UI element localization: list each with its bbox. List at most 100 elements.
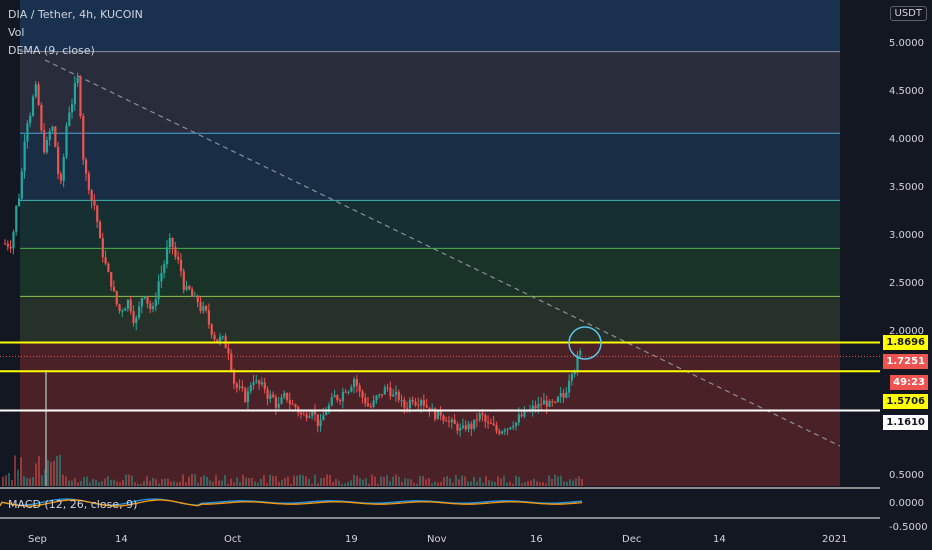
candle-body [311, 411, 314, 417]
volume-bar [161, 479, 163, 486]
currency-badge[interactable]: USDT [889, 6, 927, 21]
candle-body [20, 171, 23, 199]
candle-body [330, 397, 333, 406]
volume-bar [80, 481, 82, 486]
y-tick-label: 0.5000 [889, 470, 924, 481]
candle-body [420, 400, 423, 406]
volume-bar [344, 483, 346, 486]
candle-body [358, 385, 361, 392]
volume-bar [122, 479, 124, 486]
volume-bar [482, 482, 484, 486]
volume-bar [326, 474, 328, 486]
volume-bar [506, 482, 508, 486]
volume-bar [182, 474, 184, 486]
volume-bar [293, 475, 295, 486]
candle-body [403, 399, 406, 408]
volume-bar [275, 476, 277, 486]
candle-body [568, 380, 571, 393]
candle-body [59, 174, 63, 181]
candle-body [422, 400, 426, 406]
candle-body [244, 388, 247, 402]
symbol-title: DIA / Tether, 4h, KUCOIN [8, 8, 143, 21]
volume-bar [419, 475, 421, 486]
candle-body [65, 125, 68, 157]
volume-bar [407, 478, 409, 486]
volume-bar [221, 480, 223, 486]
volume-bar [569, 479, 571, 486]
candle-body [417, 405, 420, 407]
volume-bar [47, 460, 49, 486]
candle-body [235, 383, 238, 388]
volume-bar [572, 480, 574, 486]
candle-body [562, 393, 565, 398]
candle-body [93, 200, 96, 206]
volume-bar [581, 478, 583, 486]
volume-bar [245, 477, 247, 486]
volume-bar [560, 475, 562, 486]
trendline[interactable] [44, 59, 841, 447]
candle-body [146, 296, 149, 304]
volume-bar [71, 480, 73, 486]
candle-body [34, 84, 37, 97]
dema-indicator-label[interactable]: DEMA (9, close) [8, 44, 95, 57]
volume-bar [380, 476, 382, 486]
candle-body [355, 379, 359, 386]
candle-body [579, 350, 582, 356]
circle-annotation[interactable] [568, 326, 602, 360]
volume-bar [92, 478, 94, 486]
volume-bar [443, 477, 445, 486]
candle-body [62, 156, 65, 181]
volume-bar [164, 478, 166, 486]
volume-bar [251, 477, 253, 486]
volume-bar [95, 479, 97, 486]
candle-body [392, 394, 395, 397]
candle-body [241, 386, 244, 389]
candle-body [534, 405, 537, 409]
candle-body [576, 355, 579, 372]
volume-bar [305, 476, 307, 486]
volume-bar [329, 474, 331, 486]
vol-indicator-label[interactable]: Vol [8, 26, 25, 39]
candle-body [484, 415, 487, 422]
volume-bar [518, 476, 520, 486]
candle-body [126, 299, 130, 309]
candle-body [210, 324, 213, 335]
candle-body [305, 414, 308, 418]
macd-indicator-label[interactable]: MACD (12, 26, close, 9) [8, 498, 138, 511]
candle-body [554, 401, 557, 403]
volume-bar [359, 478, 361, 486]
volume-bar [434, 481, 436, 486]
candle-body [149, 303, 152, 310]
candle-body [260, 382, 264, 385]
candle-body [425, 405, 428, 408]
candle-body [6, 243, 9, 247]
candle-body [154, 299, 157, 307]
candle-body [252, 381, 255, 386]
volume-bar [299, 474, 301, 486]
candle-body [378, 394, 381, 396]
volume-bar [269, 474, 271, 486]
volume-bar [497, 476, 499, 486]
volume-bar [284, 477, 286, 486]
volume-bar [536, 481, 538, 486]
candle-body [51, 126, 54, 132]
candle-body [196, 295, 199, 303]
candle-body [442, 415, 445, 421]
volume-bar [302, 475, 304, 486]
candle-body [163, 264, 166, 273]
volume-bar [431, 483, 433, 486]
x-tick-label: 16 [530, 534, 543, 545]
volume-bar [266, 483, 268, 486]
candle-body [227, 348, 230, 354]
y-tick-label: 4.0000 [889, 134, 924, 145]
candle-body [475, 419, 479, 421]
signal-line-series [0, 499, 583, 507]
candle-body [464, 425, 467, 430]
volume-bar [281, 479, 283, 486]
volume-bar [149, 480, 151, 486]
candle-body [255, 380, 258, 382]
candle-body [503, 429, 507, 432]
candle-body [439, 410, 442, 416]
volume-bar [353, 474, 355, 486]
